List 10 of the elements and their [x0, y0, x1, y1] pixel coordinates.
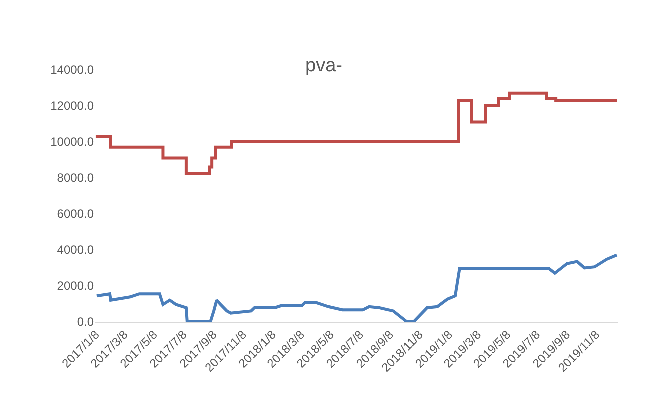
y-tick-label: 12000.0 [50, 99, 94, 114]
y-tick-label: 0.0 [77, 315, 94, 330]
y-tick-label: 10000.0 [50, 135, 94, 150]
line-series [95, 254, 618, 322]
y-tick-label: 6000.0 [57, 207, 94, 222]
y-tick-label: 14000.0 [50, 63, 94, 78]
y-tick-label: 8000.0 [57, 171, 94, 186]
y-tick-label: 4000.0 [57, 243, 94, 258]
y-tick-label: 2000.0 [57, 279, 94, 294]
chart-title: pva- [306, 56, 342, 77]
